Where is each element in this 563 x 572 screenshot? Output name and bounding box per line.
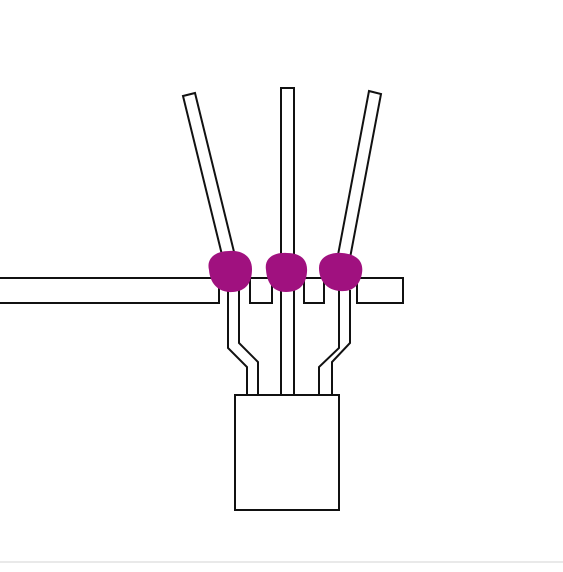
board-segment-left	[0, 277, 220, 304]
board-segment-right	[356, 277, 404, 304]
lead-center	[280, 87, 295, 395]
bottom-divider	[0, 561, 563, 563]
lead-right-upper	[336, 89, 383, 260]
lead-center-upper	[280, 87, 295, 267]
lead-right-lower-outer	[331, 290, 351, 395]
circuit-board	[0, 277, 404, 304]
component-body	[234, 394, 340, 511]
lead-right	[318, 89, 383, 395]
lead-left	[181, 91, 259, 395]
solder-joint-right	[319, 252, 363, 292]
board-segment-mid-right	[303, 277, 325, 304]
board-segment-mid-left	[249, 277, 273, 304]
solder-joint-center	[265, 252, 308, 292]
lead-right-lower-inner	[318, 290, 340, 395]
lead-left-lower-inner	[238, 290, 259, 395]
lead-left-lower-outer	[227, 290, 248, 395]
lead-left-upper	[181, 91, 238, 265]
solder-joint-left	[208, 250, 252, 293]
